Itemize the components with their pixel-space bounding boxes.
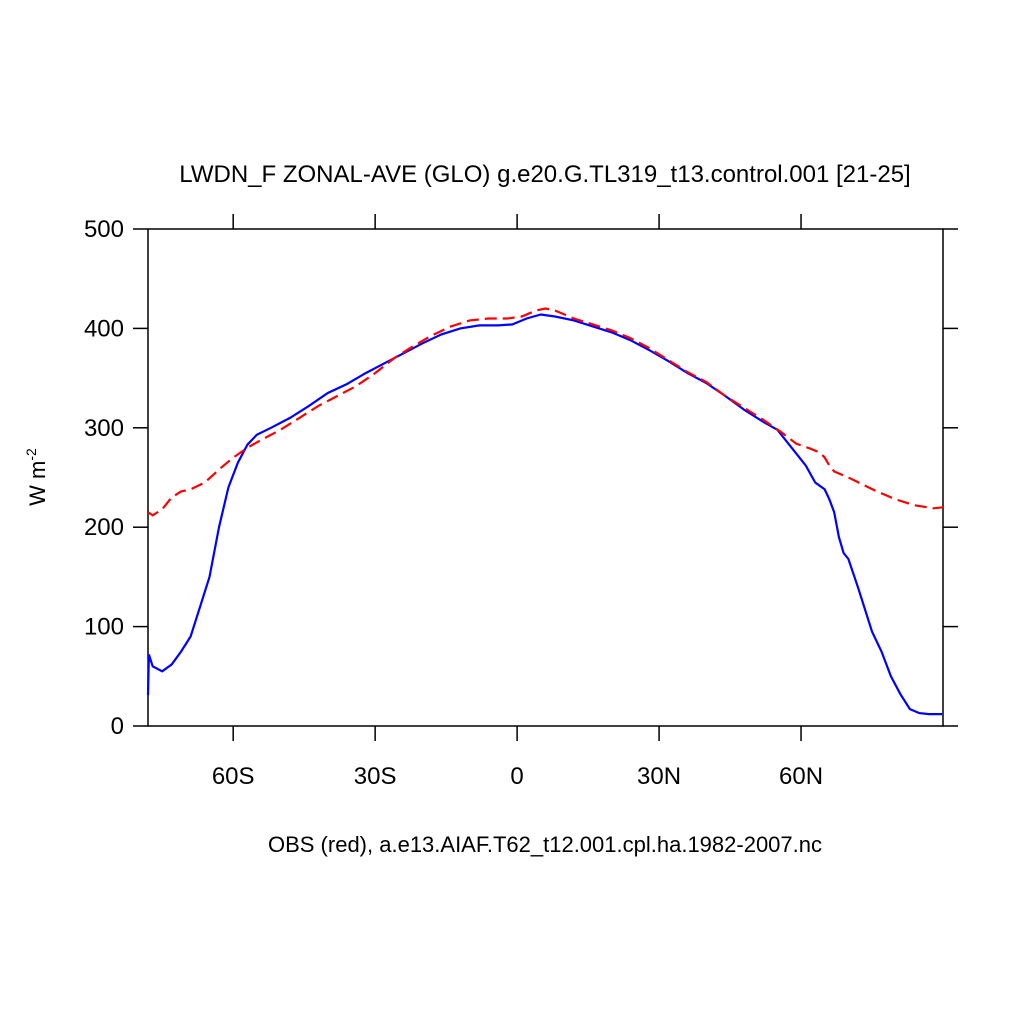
- x-axis-label: OBS (red), a.e13.AIAF.T62_t12.001.cpl.ha…: [268, 832, 822, 857]
- chart-title: LWDN_F ZONAL-AVE (GLO) g.e20.G.TL319_t13…: [179, 161, 910, 188]
- y-tick-label: 0: [111, 713, 124, 740]
- plot-frame: [147, 228, 944, 727]
- y-tick-label: 300: [84, 415, 124, 442]
- y-tick-label: 100: [84, 614, 124, 641]
- y-tick-label: 500: [84, 216, 124, 243]
- x-tick-label: 60S: [212, 763, 255, 790]
- x-tick-label: 0: [510, 763, 523, 790]
- y-label-text: W m: [25, 461, 50, 506]
- x-tick-label: 30S: [354, 763, 397, 790]
- y-tick-label: 200: [84, 514, 124, 541]
- y-label-sup: -2: [23, 448, 39, 461]
- x-tick-label: 30N: [637, 763, 681, 790]
- y-axis-label: W m-2: [23, 448, 50, 506]
- y-tick-label: 400: [84, 315, 124, 342]
- series-line: [147, 307, 944, 517]
- series-line: [146, 313, 943, 716]
- x-tick-label: 60N: [779, 763, 823, 790]
